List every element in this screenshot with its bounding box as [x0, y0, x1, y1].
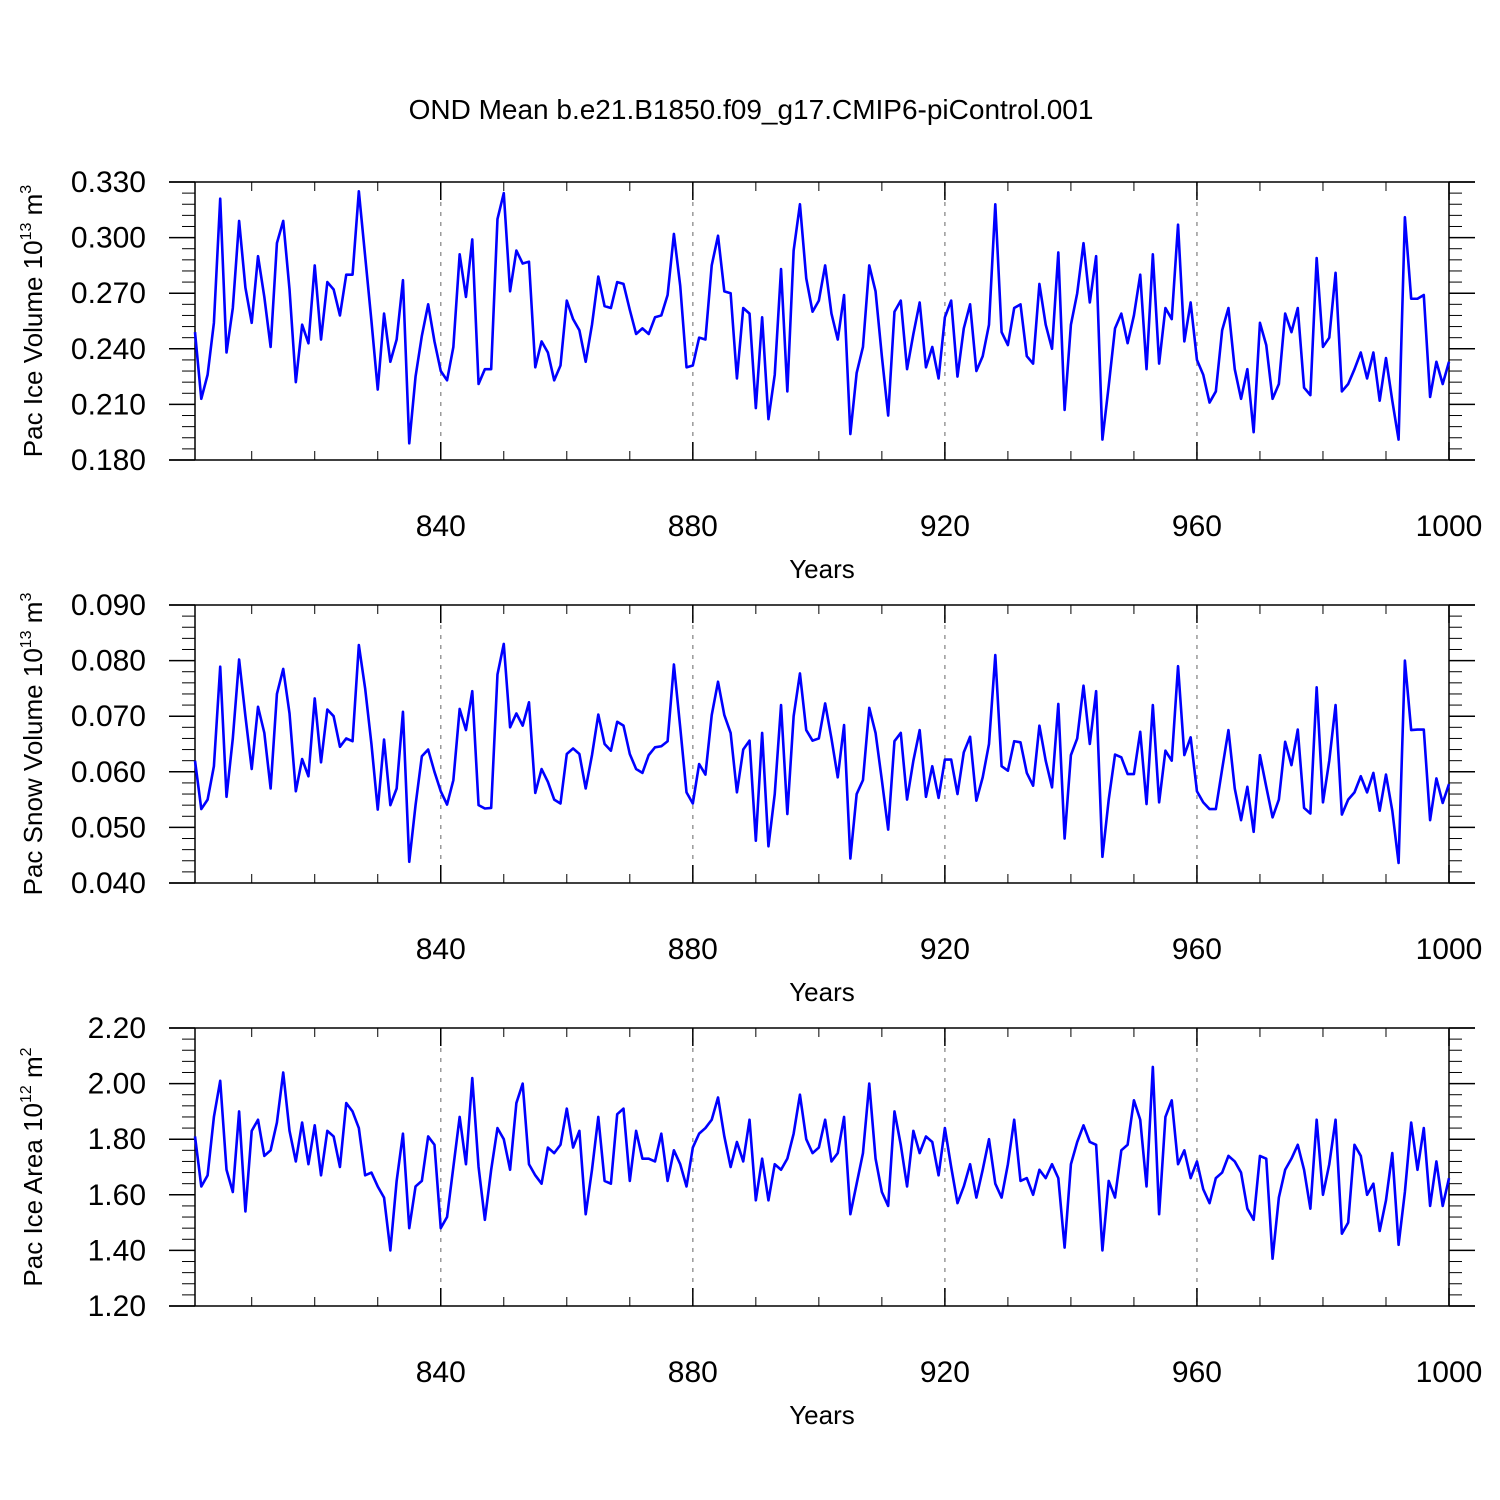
- snow-volume-ylabel-unit-exp: 3: [18, 593, 35, 602]
- ice-volume-series-line: [193, 189, 1451, 445]
- snow-volume-xtick-label: 840: [416, 933, 466, 966]
- ice-volume-ylabel-main: Pac Ice Volume 10: [18, 240, 48, 457]
- ice-area-xtick-label: 840: [416, 1356, 466, 1389]
- ice-area-xlabel: Years: [789, 1400, 855, 1430]
- panel-ice-volume: 0.180 0.210 0.240 0.270 0.300 0.330 840 880 920 9…: [18, 166, 1482, 584]
- snow-volume-ylabel-exp: 13: [18, 630, 35, 648]
- ice-volume-xtick-label: 960: [1172, 510, 1222, 543]
- ice-area-ytick-label: 1.20: [88, 1290, 146, 1323]
- ice-volume-ylabel: Pac Ice Volume 1013 m3: [18, 185, 48, 458]
- ice-volume-xtick-label: 840: [416, 510, 466, 543]
- ice-volume-xtick-label: 880: [668, 510, 718, 543]
- ice-area-ytick-label: 2.20: [88, 1012, 146, 1045]
- snow-volume-ytick-label: 0.090: [71, 589, 146, 622]
- ice-area-xtick-label: 1000: [1416, 1356, 1483, 1389]
- ice-area-xtick-label: 920: [920, 1356, 970, 1389]
- ice-volume-xtick-label: 1000: [1416, 510, 1483, 543]
- snow-volume-xlabel: Years: [789, 977, 855, 1007]
- snow-volume-ytick-label: 0.070: [71, 700, 146, 733]
- ice-volume-ytick-label: 0.330: [71, 166, 146, 199]
- panel-ice-area: 1.20 1.40 1.60 1.80 2.00 2.20 840 880 920 960 1000…: [18, 1012, 1482, 1430]
- ice-volume-ytick-label: 0.240: [71, 333, 146, 366]
- snow-volume-ytick-label: 0.060: [71, 756, 146, 789]
- ice-area-ylabel-main: Pac Ice Area 10: [18, 1103, 48, 1287]
- snow-volume-xtick-label: 880: [668, 933, 718, 966]
- ice-area-series-line: [193, 1065, 1451, 1261]
- snow-volume-ytick-label: 0.040: [71, 867, 146, 900]
- ice-volume-ylabel-unit-exp: 3: [18, 185, 35, 194]
- ice-volume-ytick-label: 0.180: [71, 444, 146, 477]
- ice-area-ylabel-unit: m: [18, 1056, 48, 1085]
- ice-area-xtick-label: 960: [1172, 1356, 1222, 1389]
- ice-volume-ytick-label: 0.210: [71, 388, 146, 421]
- ice-volume-ylabel-unit: m: [18, 194, 48, 223]
- snow-volume-xtick-label: 1000: [1416, 933, 1483, 966]
- snow-volume-series-line: [193, 642, 1451, 865]
- ice-volume-xlabel: Years: [789, 554, 855, 584]
- snow-volume-ylabel: Pac Snow Volume 1013 m3: [18, 593, 48, 896]
- ice-volume-ytick-label: 0.270: [71, 277, 146, 310]
- ice-area-ylabel-exp: 12: [18, 1085, 35, 1103]
- snow-volume-ytick-label: 0.050: [71, 811, 146, 844]
- snow-volume-xtick-label: 920: [920, 933, 970, 966]
- ice-area-ytick-label: 1.60: [88, 1179, 146, 1212]
- snow-volume-ytick-label: 0.080: [71, 645, 146, 678]
- ice-area-xtick-label: 880: [668, 1356, 718, 1389]
- ice-volume-ytick-label: 0.300: [71, 222, 146, 255]
- snow-volume-xtick-label: 960: [1172, 933, 1222, 966]
- ice-volume-ylabel-exp: 13: [18, 222, 35, 240]
- ice-area-ytick-label: 1.80: [88, 1123, 146, 1156]
- ice-volume-xtick-label: 920: [920, 510, 970, 543]
- snow-volume-ylabel-main: Pac Snow Volume 10: [18, 648, 48, 895]
- ice-area-ytick-label: 2.00: [88, 1068, 146, 1101]
- panel-snow-volume: 0.040 0.050 0.060 0.070 0.080 0.090 840 880 920 9…: [18, 589, 1482, 1007]
- chart-title: OND Mean b.e21.B1850.f09_g17.CMIP6-piCon…: [409, 94, 1094, 125]
- ice-area-ylabel-unit-exp: 2: [18, 1047, 35, 1056]
- snow-volume-ylabel-unit: m: [18, 602, 48, 631]
- ice-area-ytick-label: 1.40: [88, 1234, 146, 1267]
- ice-area-ylabel: Pac Ice Area 1012 m2: [18, 1047, 48, 1286]
